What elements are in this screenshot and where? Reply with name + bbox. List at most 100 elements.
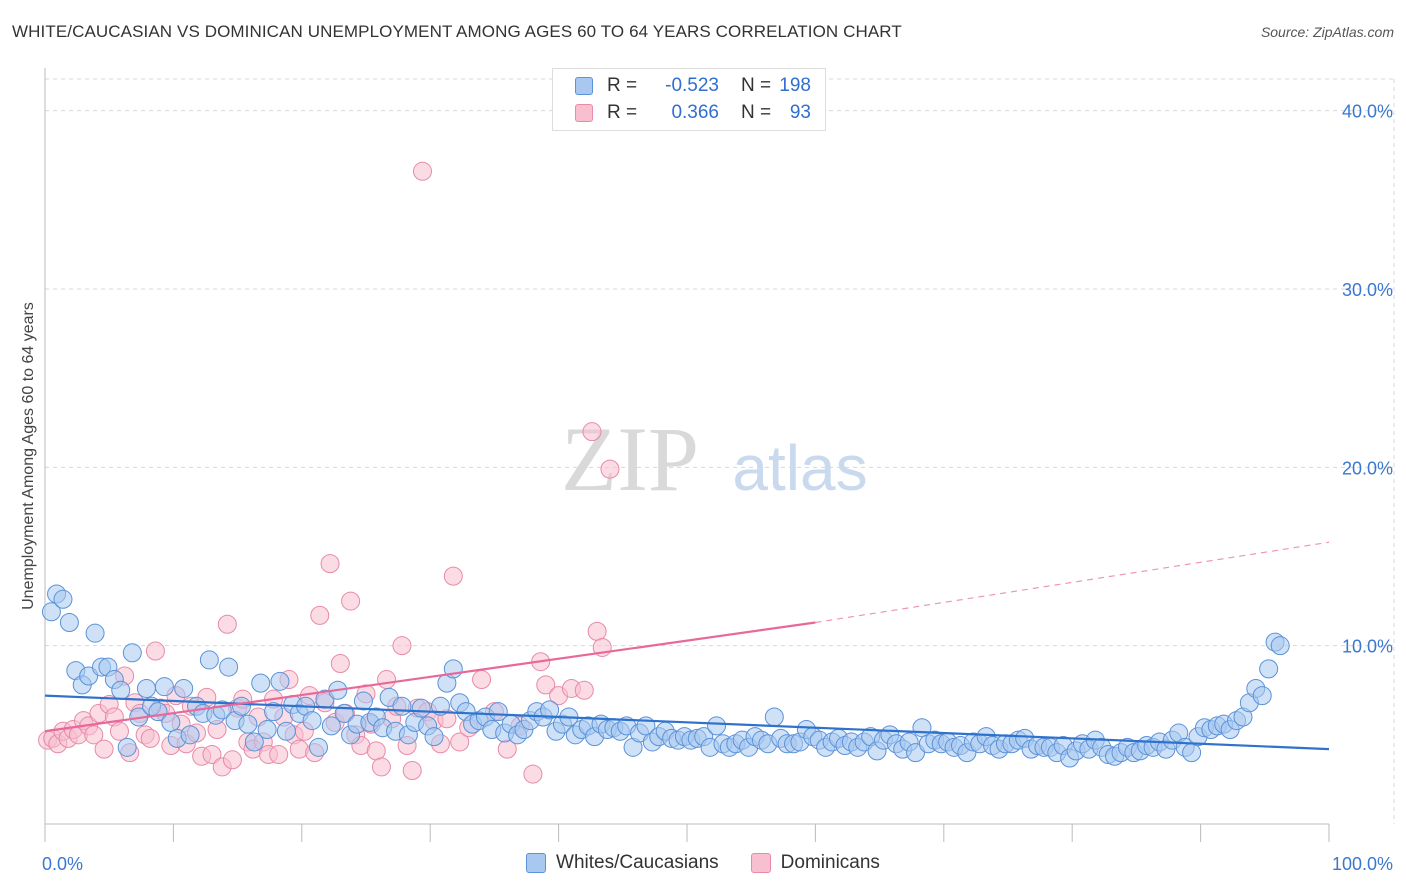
whites-point — [244, 732, 264, 752]
dominicans-point — [109, 721, 129, 741]
whites-point — [764, 707, 784, 727]
whites-point — [264, 702, 284, 722]
whites-point — [276, 721, 296, 741]
dominicans-point — [366, 741, 386, 761]
legend-swatch-whites — [526, 853, 547, 873]
whites-trend-line — [44, 694, 1330, 751]
whites-point — [117, 737, 137, 757]
legend-r-label: R = — [607, 75, 638, 96]
series-legend: Whites/Caucasians Dominicans — [0, 852, 1406, 874]
dominicans-point — [536, 675, 556, 695]
whites-point — [199, 650, 219, 670]
whites-point — [174, 678, 194, 698]
dominicans-point — [222, 750, 242, 770]
dominicans-point — [330, 654, 350, 673]
dominicans-point — [412, 161, 432, 181]
legend-item-whites[interactable]: Whites/Caucasians — [526, 852, 719, 874]
legend-item-dominicans[interactable]: Dominicans — [750, 852, 880, 874]
dominicans-trend-line — [44, 621, 816, 733]
whites-point — [231, 696, 251, 716]
whites-point — [270, 671, 290, 691]
dominicans-point — [574, 680, 594, 700]
dominicans-point — [320, 554, 340, 574]
whites-point — [488, 702, 508, 722]
whites-point — [251, 673, 271, 693]
dominicans-point — [472, 670, 492, 690]
y-tick-label: 10.0% — [1342, 637, 1393, 657]
x-tick-label: 0.0% — [42, 854, 83, 874]
whites-point — [1259, 659, 1279, 679]
trend-lines — [44, 541, 1330, 751]
whites-point — [257, 719, 277, 739]
watermark-atlas: atlas — [732, 432, 867, 504]
dominicans-point — [371, 757, 391, 777]
x-tick-label: 100.0% — [1332, 854, 1393, 874]
legend-swatch-dominicans — [575, 104, 593, 122]
dominicans-point — [289, 739, 309, 759]
whites-point — [41, 602, 61, 622]
dominicans-point — [587, 621, 607, 641]
dominicans-point — [145, 641, 165, 661]
legend-r-label: R = — [607, 102, 638, 123]
whites-point — [161, 712, 181, 732]
legend-swatch-dominicans — [750, 853, 771, 873]
whites-point — [424, 727, 444, 747]
whites-point — [85, 623, 105, 643]
y-tick-label: 30.0% — [1342, 280, 1393, 300]
dominicans-point — [202, 744, 222, 764]
whites-point — [1182, 743, 1202, 763]
dominicans-point — [140, 728, 160, 748]
whites-point — [180, 725, 200, 745]
dominicans-point — [450, 732, 470, 752]
dominicans-point — [341, 591, 361, 611]
legend-row-whites: R = -0.523 N = 198 — [575, 75, 811, 97]
whites-point — [122, 643, 142, 663]
axes — [44, 68, 1330, 842]
whites-points — [41, 584, 1290, 768]
watermark: ZIP atlas — [561, 408, 868, 510]
legend-swatch-whites — [575, 77, 593, 95]
whites-point — [111, 680, 131, 700]
whites-point — [540, 700, 560, 720]
dominicans-point — [523, 764, 543, 784]
whites-point — [411, 698, 431, 718]
whites-point — [1270, 636, 1290, 656]
dominicans-point — [84, 725, 104, 745]
legend-r-value: 0.366 — [671, 102, 719, 123]
correlation-legend: R = -0.523 N = 198 R = 0.366 N = 93 — [552, 68, 826, 131]
whites-point — [707, 716, 727, 736]
legend-n-label: N = — [741, 102, 772, 123]
whites-point — [238, 714, 258, 734]
whites-point — [392, 696, 412, 716]
dominicans-point — [582, 422, 602, 442]
legend-n-value: 93 — [789, 102, 811, 123]
dominicans-point — [269, 744, 289, 764]
dominicans-point — [443, 566, 463, 586]
tick-labels: 10.0% 20.0% 30.0% 40.0% 0.0% 100.0% — [42, 102, 1393, 874]
whites-point — [353, 691, 373, 711]
whites-point — [59, 612, 79, 632]
whites-point — [154, 677, 174, 697]
legend-r-value: -0.523 — [665, 75, 719, 96]
dominicans-trend-extension — [815, 541, 1330, 624]
dominicans-point — [377, 670, 397, 690]
dominicans-point — [600, 459, 620, 479]
legend-n-value: 198 — [779, 75, 811, 96]
chart-title: WHITE/CAUCASIAN VS DOMINICAN UNEMPLOYMEN… — [12, 22, 902, 41]
whites-point — [1252, 686, 1272, 706]
whites-point — [302, 711, 322, 731]
dominicans-point — [94, 739, 114, 759]
legend-label-whites: Whites/Caucasians — [556, 852, 719, 873]
legend-n-label: N = — [741, 75, 772, 96]
legend-row-dominicans: R = 0.366 N = 93 — [575, 102, 811, 124]
watermark-zip: ZIP — [561, 408, 699, 510]
dominicans-point — [310, 605, 330, 625]
whites-point — [53, 589, 73, 609]
whites-point — [308, 737, 328, 757]
whites-point — [321, 716, 341, 736]
dominicans-point — [402, 761, 422, 780]
source-label: Source: ZipAtlas.com — [1260, 24, 1394, 40]
dominicans-point — [392, 636, 412, 656]
y-tick-label: 20.0% — [1342, 458, 1393, 478]
